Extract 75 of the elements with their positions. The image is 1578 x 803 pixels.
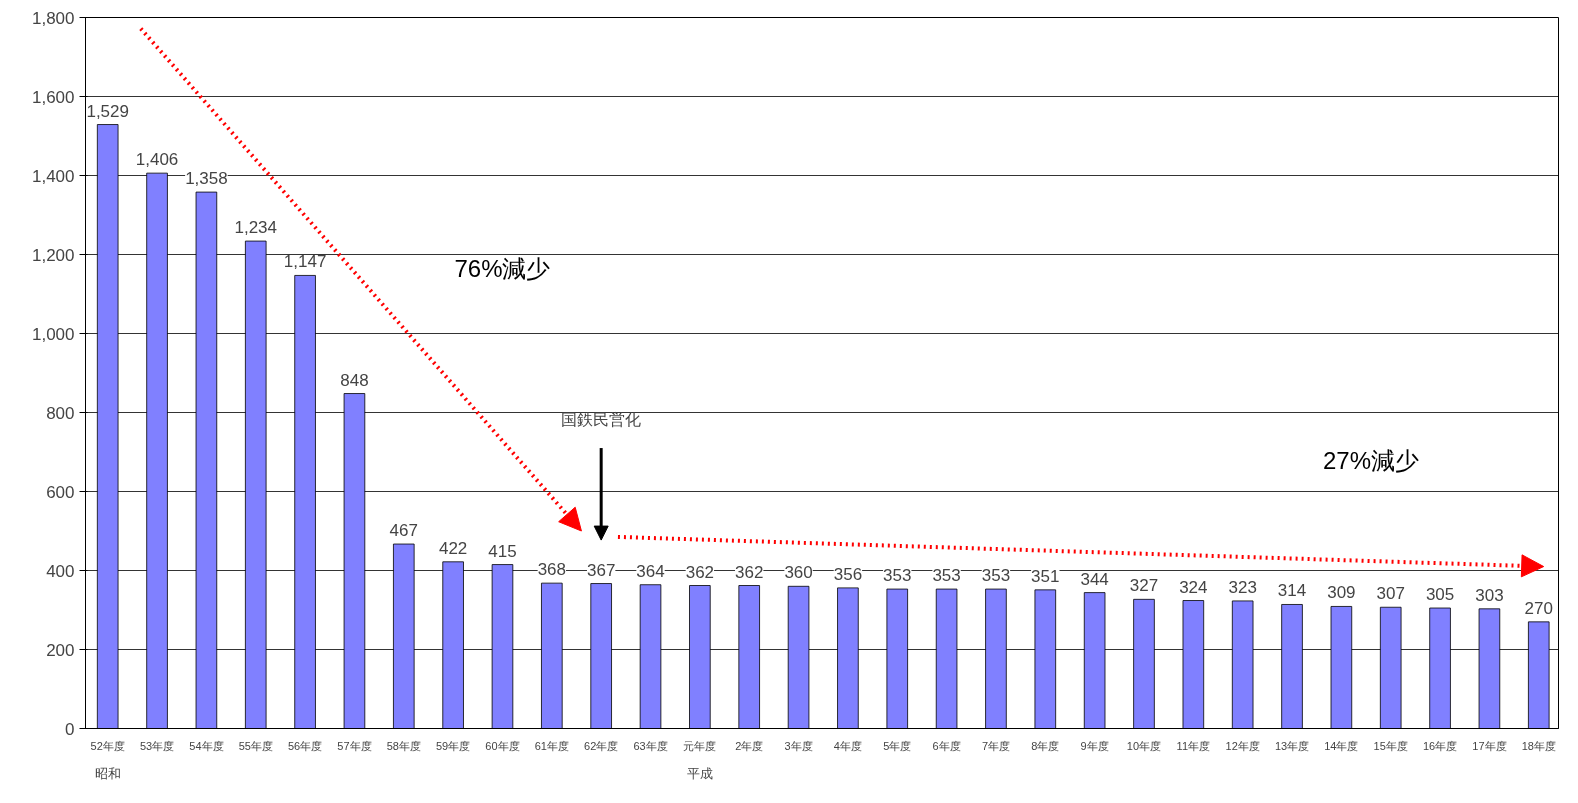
data-label: 360 bbox=[784, 563, 813, 583]
x-tick-label: 14年度 bbox=[1324, 739, 1359, 752]
data-label: 1,147 bbox=[283, 252, 327, 272]
x-tick-label: 53年度 bbox=[139, 739, 175, 752]
x-tick-label: 11年度 bbox=[1176, 739, 1211, 752]
x-tick-label: 63年度 bbox=[633, 739, 668, 752]
x-tick-label: 17年度 bbox=[1472, 739, 1507, 752]
x-tick-label: 9年度 bbox=[1080, 739, 1109, 752]
x-tick-label: 58年度 bbox=[386, 739, 421, 752]
data-label: 270 bbox=[1524, 598, 1553, 618]
x-tick-label: 10年度 bbox=[1126, 739, 1162, 752]
data-label: 362 bbox=[735, 562, 764, 582]
x-tick-label: 54年度 bbox=[189, 739, 224, 752]
x-tick-label: 56年度 bbox=[287, 739, 323, 752]
y-tick-label: 1,800 bbox=[31, 8, 75, 28]
y-tick-label: 1,000 bbox=[31, 324, 75, 344]
x-tick-label: 13年度 bbox=[1274, 739, 1310, 752]
x-tick-label: 15年度 bbox=[1373, 739, 1408, 752]
data-label: 1,234 bbox=[234, 218, 278, 238]
data-label: 303 bbox=[1475, 585, 1504, 605]
data-label: 362 bbox=[685, 562, 715, 582]
x-tick-label: 6年度 bbox=[932, 739, 961, 752]
y-tick-label: 1,200 bbox=[31, 245, 75, 265]
x-tick-label: 52年度 bbox=[90, 739, 125, 752]
data-label: 344 bbox=[1080, 569, 1109, 589]
data-label: 351 bbox=[1031, 566, 1060, 586]
x-tick-label: 7年度 bbox=[981, 739, 1011, 752]
data-label: 327 bbox=[1129, 576, 1159, 596]
x-tick-label: 18年度 bbox=[1521, 739, 1556, 752]
data-label: 364 bbox=[636, 561, 665, 581]
data-label: 353 bbox=[981, 566, 1011, 586]
data-label: 1,529 bbox=[86, 101, 129, 121]
data-label: 422 bbox=[438, 538, 468, 558]
data-label: 324 bbox=[1179, 577, 1208, 597]
data-label: 1,406 bbox=[135, 150, 179, 170]
x-tick-label: 60年度 bbox=[485, 739, 520, 752]
x-tick-label: 3年度 bbox=[784, 739, 813, 752]
y-tick-label: 1,600 bbox=[31, 87, 75, 107]
y-tick-label: 0 bbox=[65, 719, 75, 739]
data-label: 848 bbox=[340, 370, 369, 390]
x-tick-label: 2年度 bbox=[735, 739, 764, 752]
text: 平成 bbox=[686, 765, 713, 781]
y-tick-label: 600 bbox=[46, 482, 75, 502]
data-label: 314 bbox=[1277, 581, 1307, 601]
x-tick-label: 16年度 bbox=[1422, 739, 1458, 752]
data-label: 367 bbox=[586, 560, 616, 580]
y-tick-label: 200 bbox=[46, 640, 75, 660]
data-label: 1,358 bbox=[185, 169, 228, 189]
x-tick-label: 8年度 bbox=[1031, 739, 1060, 752]
annotation: 27%減少 bbox=[1322, 446, 1420, 474]
x-tick-label: 59年度 bbox=[436, 739, 471, 752]
data-label: 323 bbox=[1228, 577, 1257, 597]
x-tick-label: 元年度 bbox=[683, 739, 717, 752]
annotation: 国鉄民営化 bbox=[561, 411, 642, 429]
text: 昭和 bbox=[94, 765, 121, 781]
data-label: 307 bbox=[1376, 584, 1405, 604]
x-tick-label: 62年度 bbox=[584, 739, 619, 752]
x-tick-label: 5年度 bbox=[883, 739, 912, 752]
data-label: 305 bbox=[1425, 585, 1455, 605]
x-tick-label: 57年度 bbox=[337, 739, 372, 752]
data-label: 309 bbox=[1327, 583, 1356, 603]
data-label: 415 bbox=[488, 541, 517, 561]
data-label: 353 bbox=[932, 566, 961, 586]
data-label: 368 bbox=[537, 560, 567, 580]
x-tick-label: 55年度 bbox=[238, 739, 273, 752]
y-tick-label: 1,400 bbox=[31, 166, 75, 186]
x-tick-label: 4年度 bbox=[833, 739, 862, 752]
y-tick-label: 800 bbox=[46, 403, 75, 423]
y-tick-label: 400 bbox=[46, 561, 75, 581]
data-label: 353 bbox=[883, 566, 912, 586]
x-tick-label: 12年度 bbox=[1225, 739, 1260, 752]
data-label: 356 bbox=[833, 564, 863, 584]
x-tick-label: 61年度 bbox=[534, 739, 569, 752]
data-label: 467 bbox=[389, 521, 418, 541]
annotation: 76%減少 bbox=[454, 255, 551, 283]
